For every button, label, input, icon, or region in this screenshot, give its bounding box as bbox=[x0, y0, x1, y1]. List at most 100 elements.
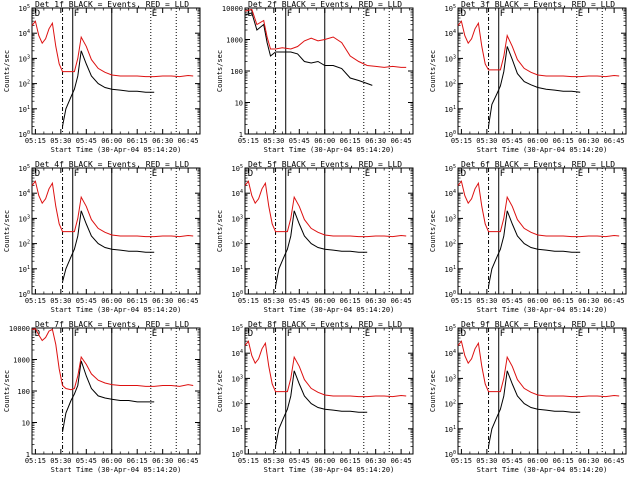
y-tick-label: 105 bbox=[445, 324, 456, 333]
y-tick-label: 102 bbox=[232, 240, 243, 249]
detector-panel: Det 2f BLACK = Events, RED = LLD D F E 1 10 10… bbox=[213, 0, 426, 160]
y-tick-label: 100 bbox=[230, 68, 243, 76]
events-series-line bbox=[62, 50, 155, 127]
plot-frame bbox=[244, 327, 414, 455]
y-axis-label: Counts/sec bbox=[3, 370, 11, 412]
y-axis-label: Counts/sec bbox=[3, 210, 11, 252]
detector-panel: Det 8f BLACK = Events, RED = LLD D F E 100 10… bbox=[213, 320, 426, 480]
marker-letter-label: E bbox=[578, 329, 583, 339]
marker-letter-label: E bbox=[152, 329, 157, 339]
x-tick-label: 06:15 bbox=[340, 297, 361, 305]
x-tick-label: 06:15 bbox=[127, 137, 148, 145]
marker-letter-label: D bbox=[461, 169, 466, 179]
marker-letter-label: D bbox=[35, 9, 40, 19]
y-tick-label: 1 bbox=[239, 131, 243, 139]
y-tick-label: 100 bbox=[445, 450, 456, 459]
x-tick-label: 06:45 bbox=[604, 457, 625, 465]
y-tick-label: 101 bbox=[19, 105, 30, 114]
marker-letter-label: E bbox=[365, 9, 370, 19]
x-tick-label: 05:45 bbox=[502, 137, 523, 145]
events-series-line bbox=[275, 210, 368, 287]
x-tick-label: 06:15 bbox=[127, 297, 148, 305]
y-tick-label: 103 bbox=[445, 214, 456, 223]
y-tick-label: 104 bbox=[445, 29, 456, 38]
y-tick-label: 100 bbox=[232, 450, 243, 459]
marker-letter-label: E bbox=[578, 169, 583, 179]
panel-title: Det 9f BLACK = Events, RED = LLD bbox=[461, 320, 615, 329]
x-tick-label: 05:30 bbox=[50, 297, 71, 305]
x-tick-label: 05:30 bbox=[263, 137, 284, 145]
marker-letter-label: D bbox=[248, 329, 253, 339]
x-tick-label: 06:30 bbox=[365, 457, 386, 465]
y-axis-label: Counts/sec bbox=[216, 370, 224, 412]
y-tick-label: 105 bbox=[19, 164, 30, 173]
x-tick-label: 06:30 bbox=[365, 137, 386, 145]
y-tick-label: 102 bbox=[19, 80, 30, 89]
x-tick-label: 06:00 bbox=[314, 457, 335, 465]
x-tick-label: 05:15 bbox=[25, 457, 46, 465]
x-tick-label: 05:45 bbox=[502, 297, 523, 305]
y-axis-label: Counts/sec bbox=[429, 370, 437, 412]
events-series-line bbox=[488, 210, 581, 287]
y-tick-label: 104 bbox=[232, 349, 243, 358]
x-tick-label: 05:15 bbox=[25, 137, 46, 145]
marker-letter-label: D bbox=[461, 329, 466, 339]
plot-frame bbox=[244, 167, 414, 295]
x-tick-label: 05:45 bbox=[289, 137, 310, 145]
y-axis-label: Counts/sec bbox=[216, 210, 224, 252]
plot-frame bbox=[31, 327, 201, 455]
panel-title: Det 5f BLACK = Events, RED = LLD bbox=[248, 160, 402, 169]
events-series-line bbox=[244, 12, 373, 86]
x-axis-label: Start Time (30-Apr-04 05:14:20) bbox=[264, 146, 395, 154]
x-tick-label: 06:15 bbox=[340, 137, 361, 145]
x-tick-label: 05:15 bbox=[451, 137, 472, 145]
lld-series-line bbox=[457, 20, 620, 78]
x-tick-label: 05:30 bbox=[50, 457, 71, 465]
events-series-line bbox=[275, 370, 368, 447]
y-tick-label: 100 bbox=[232, 290, 243, 299]
x-tick-label: 06:15 bbox=[340, 457, 361, 465]
x-tick-label: 05:45 bbox=[289, 457, 310, 465]
x-tick-label: 05:30 bbox=[263, 457, 284, 465]
x-tick-label: 06:30 bbox=[152, 297, 173, 305]
y-tick-label: 1000 bbox=[226, 37, 243, 45]
events-series-line bbox=[62, 360, 155, 433]
lld-series-line bbox=[457, 180, 620, 238]
x-tick-label: 06:45 bbox=[178, 457, 199, 465]
detector-panel: Det 1f BLACK = Events, RED = LLD D F E 100 10… bbox=[0, 0, 213, 160]
x-axis-label: Start Time (30-Apr-04 05:14:20) bbox=[264, 306, 395, 314]
y-tick-label: 100 bbox=[445, 290, 456, 299]
x-tick-label: 06:30 bbox=[578, 457, 599, 465]
y-tick-label: 104 bbox=[445, 349, 456, 358]
x-axis-label: Start Time (30-Apr-04 05:14:20) bbox=[264, 466, 395, 474]
x-axis-label: Start Time (30-Apr-04 05:14:20) bbox=[477, 466, 608, 474]
x-tick-label: 06:00 bbox=[101, 457, 122, 465]
marker-letter-label: D bbox=[35, 169, 40, 179]
panel-title: Det 3f BLACK = Events, RED = LLD bbox=[461, 0, 615, 9]
detector-panel: Det 9f BLACK = Events, RED = LLD D F E 100 10… bbox=[426, 320, 639, 480]
lld-series-line bbox=[244, 180, 407, 238]
x-tick-label: 06:00 bbox=[101, 137, 122, 145]
x-tick-label: 05:15 bbox=[238, 297, 259, 305]
x-tick-label: 05:15 bbox=[451, 297, 472, 305]
x-tick-label: 05:15 bbox=[238, 457, 259, 465]
marker-letter-label: F bbox=[74, 9, 79, 19]
x-tick-label: 05:30 bbox=[263, 297, 284, 305]
y-tick-label: 101 bbox=[445, 265, 456, 274]
x-tick-label: 05:15 bbox=[25, 297, 46, 305]
marker-letter-label: F bbox=[500, 169, 505, 179]
y-axis-label: Counts/sec bbox=[216, 50, 224, 92]
events-series-line bbox=[488, 46, 581, 127]
x-axis-label: Start Time (30-Apr-04 05:14:20) bbox=[51, 146, 182, 154]
marker-letter-label: F bbox=[74, 329, 79, 339]
x-tick-label: 06:15 bbox=[553, 457, 574, 465]
detector-panel: Det 3f BLACK = Events, RED = LLD D F E 100 10… bbox=[426, 0, 639, 160]
